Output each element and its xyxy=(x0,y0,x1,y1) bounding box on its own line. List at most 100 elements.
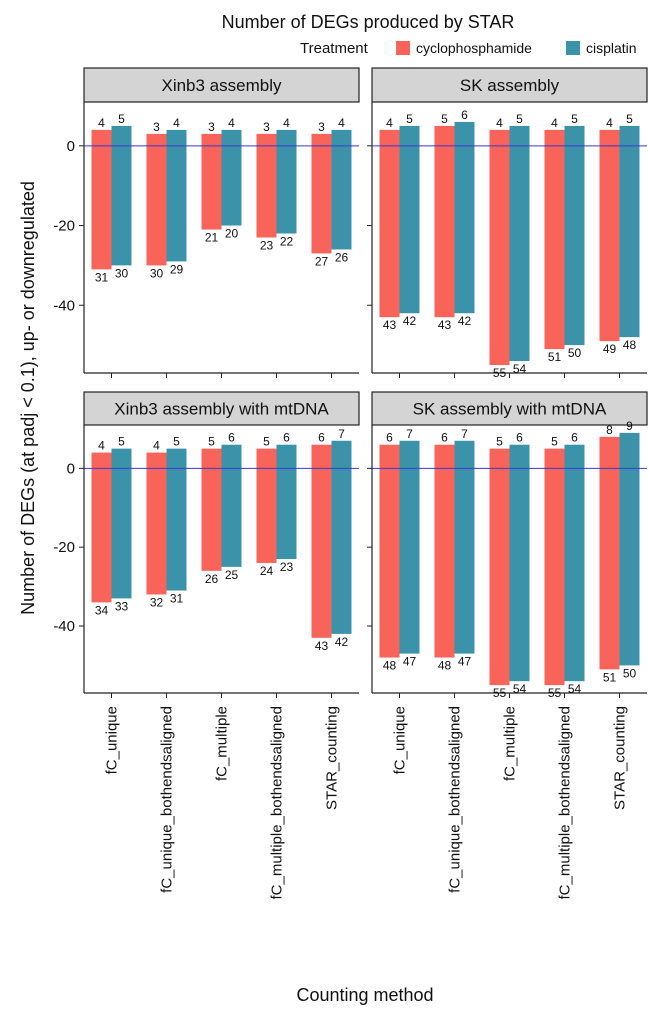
bar-label-up: 4 xyxy=(228,116,235,130)
bar-label-up: 3 xyxy=(208,120,215,134)
bar-label-up: 4 xyxy=(606,116,613,130)
panels: Xinb3 assembly0-20-404315303304293214203… xyxy=(53,67,648,700)
bar-label-up: 4 xyxy=(98,116,105,130)
bar-label-up: 6 xyxy=(228,431,235,445)
bar-label-down: 48 xyxy=(438,659,452,673)
bar-label-down: 20 xyxy=(225,227,239,241)
bar-cisplatin xyxy=(166,129,187,262)
bar-cisplatin xyxy=(111,125,132,266)
x-tick-label: fC_multiple_bothendsaligned xyxy=(269,706,286,899)
bar-cisplatin xyxy=(221,444,242,567)
bar-label-down: 49 xyxy=(603,342,617,356)
bar-label-up: 4 xyxy=(386,116,393,130)
panel-4: SK assembly with mtDNA648747648747555654… xyxy=(367,391,648,700)
bar-cisplatin xyxy=(399,125,420,314)
x-axis-title: Counting method xyxy=(296,985,433,1005)
bar-label-down: 29 xyxy=(170,262,184,276)
panel-strip xyxy=(83,391,360,426)
bar-label-up: 6 xyxy=(516,431,523,445)
bar-label-down: 42 xyxy=(403,314,417,328)
bar-label-down: 47 xyxy=(403,655,417,669)
x-tick-label: fC_unique xyxy=(104,706,121,774)
bar-label-up: 4 xyxy=(338,116,345,130)
panel-1: Xinb3 assembly 0 -20 -40 4 31 5 30 3 30 4 29 3 21 4 20 3… xyxy=(53,67,360,378)
chart-title: Number of DEGs produced by STAR xyxy=(222,12,515,32)
bar-label-down: 32 xyxy=(150,595,164,609)
bar-cisplatin xyxy=(564,444,585,682)
panel-strip xyxy=(371,67,648,103)
panel-strip-label: SK assembly xyxy=(460,76,560,95)
bar-label-down: 24 xyxy=(260,564,274,578)
bar-label-up: 6 xyxy=(441,431,448,445)
bar-label-down: 54 xyxy=(568,682,582,696)
bar-cyclophosphamide xyxy=(256,133,277,238)
panel-strip xyxy=(83,67,360,103)
bar-label-up: 5 xyxy=(516,112,523,126)
bar-label-down: 55 xyxy=(548,686,562,700)
legend-key-cyclophosphamide xyxy=(396,41,410,55)
bar-label-down: 27 xyxy=(315,254,329,268)
bar-label-up: 4 xyxy=(551,116,558,130)
bar-cyclophosphamide xyxy=(489,129,510,366)
bar-cyclophosphamide xyxy=(91,129,112,270)
legend: Treatment cyclophosphamide cisplatin xyxy=(300,40,637,57)
bar-cyclophosphamide xyxy=(434,125,455,318)
bar-cyclophosphamide xyxy=(311,133,332,254)
bar-label-down: 30 xyxy=(150,266,164,280)
bar-label-down: 51 xyxy=(603,670,617,684)
bar-cyclophosphamide xyxy=(599,129,620,342)
bar-label-up: 6 xyxy=(283,431,290,445)
bar-label-down: 23 xyxy=(280,560,294,574)
bar-label-down: 54 xyxy=(513,682,527,696)
bar-cyclophosphamide xyxy=(379,129,400,318)
bar-cyclophosphamide xyxy=(599,436,620,670)
y-tick-label: -20 xyxy=(53,218,75,235)
bar-label-down: 33 xyxy=(115,599,129,613)
bar-label-up: 4 xyxy=(98,439,105,453)
bar-cyclophosphamide xyxy=(146,452,167,595)
bar-cisplatin xyxy=(454,440,475,654)
bar-cisplatin xyxy=(399,440,420,654)
bar-label-down: 42 xyxy=(458,314,472,328)
panel-3: Xinb3 assembly with mtDNA0-20-4043453343… xyxy=(53,391,360,698)
bar-label-down: 23 xyxy=(260,239,274,253)
bar-cyclophosphamide xyxy=(544,129,565,350)
bar-label-down: 50 xyxy=(568,346,582,360)
bar-label-down: 26 xyxy=(335,250,349,264)
x-tick-label: fC_unique xyxy=(392,706,409,774)
y-tick-label: -20 xyxy=(53,539,75,556)
legend-label-cisplatin: cisplatin xyxy=(586,40,637,56)
bar-label-up: 3 xyxy=(153,120,160,134)
bar-label-down: 31 xyxy=(95,270,109,284)
bar-label-up: 3 xyxy=(263,120,270,134)
bar-label-down: 25 xyxy=(225,568,239,582)
bar-cyclophosphamide xyxy=(146,133,167,266)
x-tick-label: fC_multiple xyxy=(502,706,519,781)
bar-cyclophosphamide xyxy=(379,444,400,658)
panel-2: SK assembly44354254364245555445155044954… xyxy=(367,67,648,380)
x-category-labels: fC_unique fC_unique_bothendsaligned fC_mul… xyxy=(104,706,629,899)
bar-label-down: 43 xyxy=(383,318,397,332)
bar-cyclophosphamide xyxy=(91,452,112,603)
bar-label-up: 5 xyxy=(118,435,125,449)
bar-label-up: 5 xyxy=(263,435,270,449)
bar-cyclophosphamide xyxy=(489,448,510,686)
bar-cisplatin xyxy=(509,125,530,362)
bar-label-up: 5 xyxy=(118,112,125,126)
bar-cisplatin xyxy=(619,432,640,666)
bar-label-up: 6 xyxy=(386,431,393,445)
bar-label-up: 5 xyxy=(173,435,180,449)
bar-label-up: 4 xyxy=(283,116,290,130)
bar-label-up: 4 xyxy=(496,116,503,130)
bar-label-down: 26 xyxy=(205,572,219,586)
y-tick-label: 0 xyxy=(67,460,75,477)
bar-cyclophosphamide xyxy=(256,448,277,563)
bar-cyclophosphamide xyxy=(201,448,222,571)
bar-cisplatin xyxy=(276,444,297,559)
bar-label-down: 30 xyxy=(115,266,129,280)
bar-label-up: 6 xyxy=(461,108,468,122)
bar-cisplatin xyxy=(331,129,352,250)
bar-label-up: 5 xyxy=(208,435,215,449)
bar-label-down: 34 xyxy=(95,603,109,617)
